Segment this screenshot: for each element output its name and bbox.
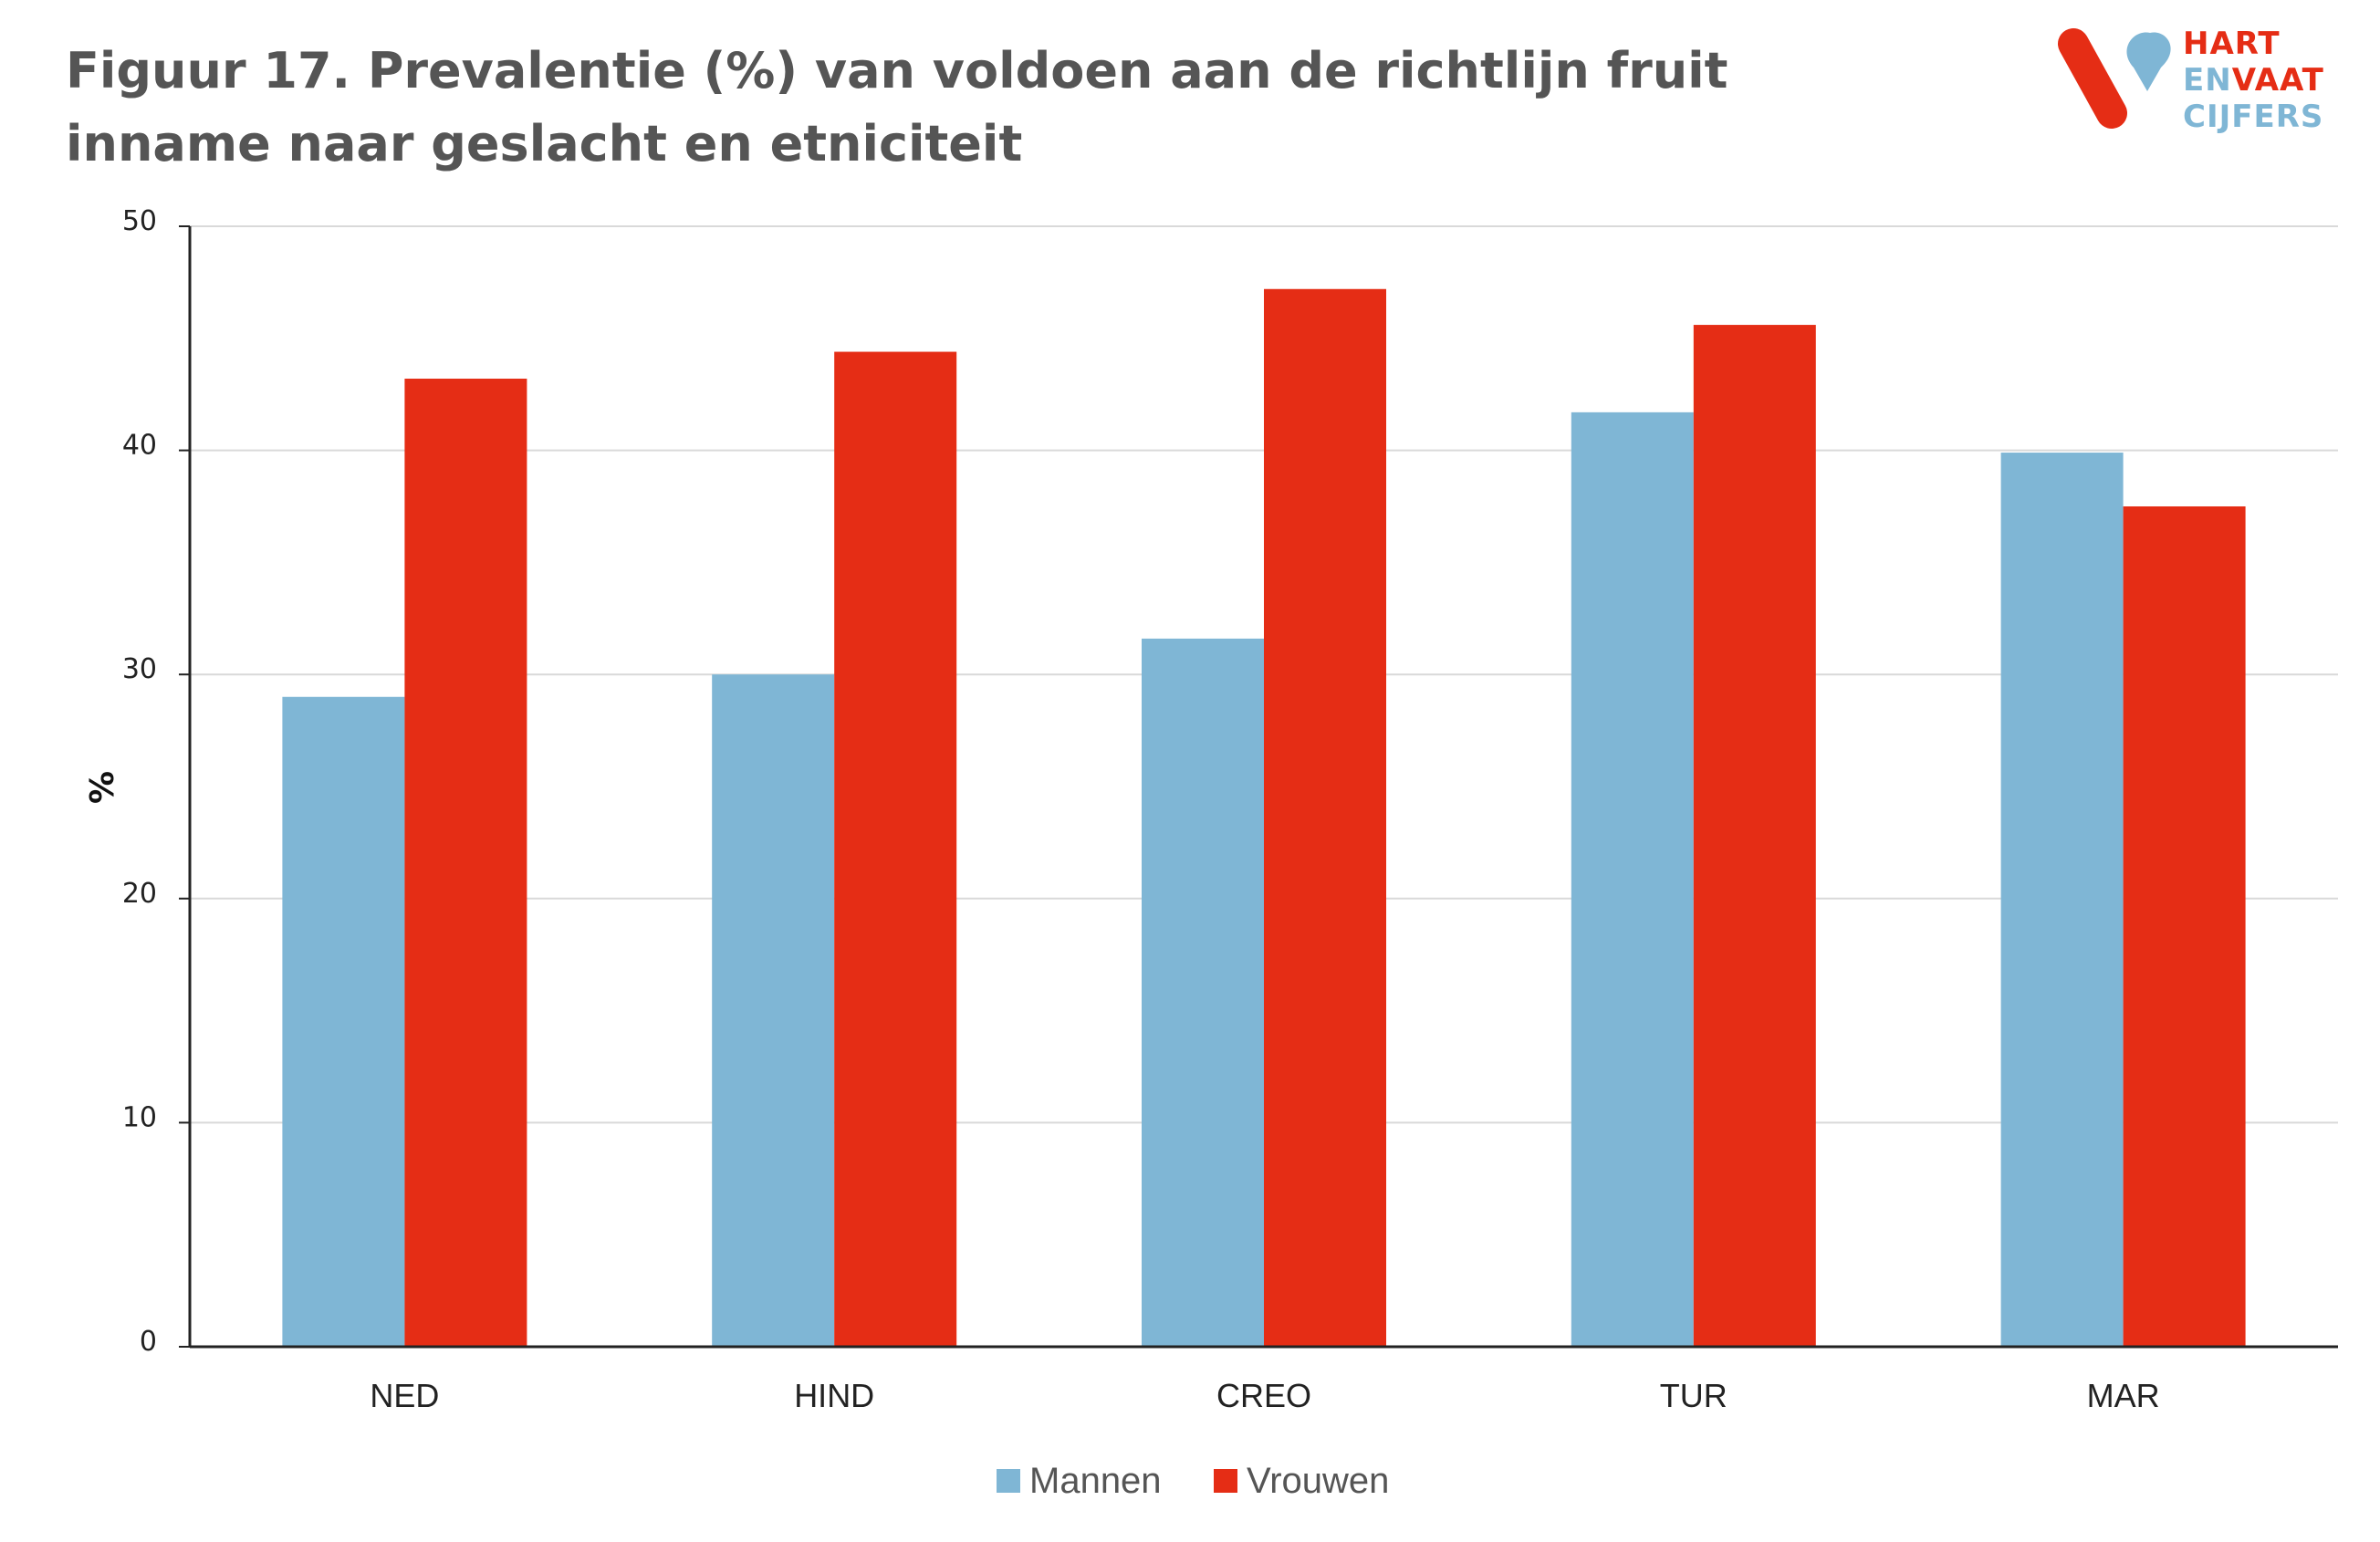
legend: Mannen Vrouwen [997, 1461, 1389, 1501]
axes [179, 225, 2338, 1349]
y-tick-label: 0 [140, 1326, 157, 1358]
logo-wordmark: HART ENVAAT CIJFERS [2183, 26, 2324, 135]
y-tick-label: 10 [122, 1101, 157, 1133]
bar-mannen-hind [712, 674, 835, 1347]
bar-mannen-ned [282, 696, 405, 1347]
bar-vrouwen-creo [1264, 288, 1386, 1347]
y-tick-label: 30 [122, 653, 157, 685]
y-tick-label: 40 [122, 430, 157, 462]
bar-mannen-tur [1571, 412, 1694, 1347]
bars [282, 288, 2246, 1348]
logo-line-1: HART [2183, 26, 2281, 62]
bar-vrouwen-mar [2123, 506, 2246, 1347]
bar-vrouwen-hind [834, 351, 957, 1347]
bar-vrouwen-ned [404, 379, 527, 1347]
bar-mannen-creo [1142, 638, 1264, 1347]
hartenvaatcijfers-logo: HART ENVAAT CIJFERS [2053, 26, 2345, 135]
y-tick-label: 50 [122, 205, 157, 237]
chart-title: Figuur 17. Prevalentie (%) van voldoen a… [66, 42, 1728, 172]
axis-labels: 0 10 20 30 40 50 NED HIND CREO TUR MAR [122, 205, 2160, 1414]
logo-line-2a: EN [2183, 62, 2232, 99]
legend-swatch-vrouwen [1214, 1469, 1237, 1493]
x-tick-label: NED [370, 1377, 439, 1414]
heart-vessel-logo-icon [2058, 28, 2171, 129]
logo-line-3: CIJFERS [2183, 99, 2324, 135]
x-tick-label: CREO [1216, 1377, 1311, 1414]
legend-swatch-mannen [997, 1469, 1020, 1493]
logo-line-2: ENVAAT [2183, 62, 2324, 99]
legend-label-vrouwen: Vrouwen [1247, 1461, 1389, 1501]
bar-vrouwen-tur [1693, 325, 1816, 1348]
legend-label-mannen: Mannen [1029, 1461, 1162, 1501]
x-tick-label: TUR [1660, 1377, 1728, 1414]
x-tick-label: MAR [2087, 1377, 2160, 1414]
y-tick-label: 20 [122, 878, 157, 910]
logo-line-2b: VAAT [2231, 62, 2324, 99]
bar-mannen-mar [2000, 453, 2124, 1347]
x-tick-label: HIND [794, 1377, 874, 1414]
y-axis-label: % [81, 771, 119, 804]
